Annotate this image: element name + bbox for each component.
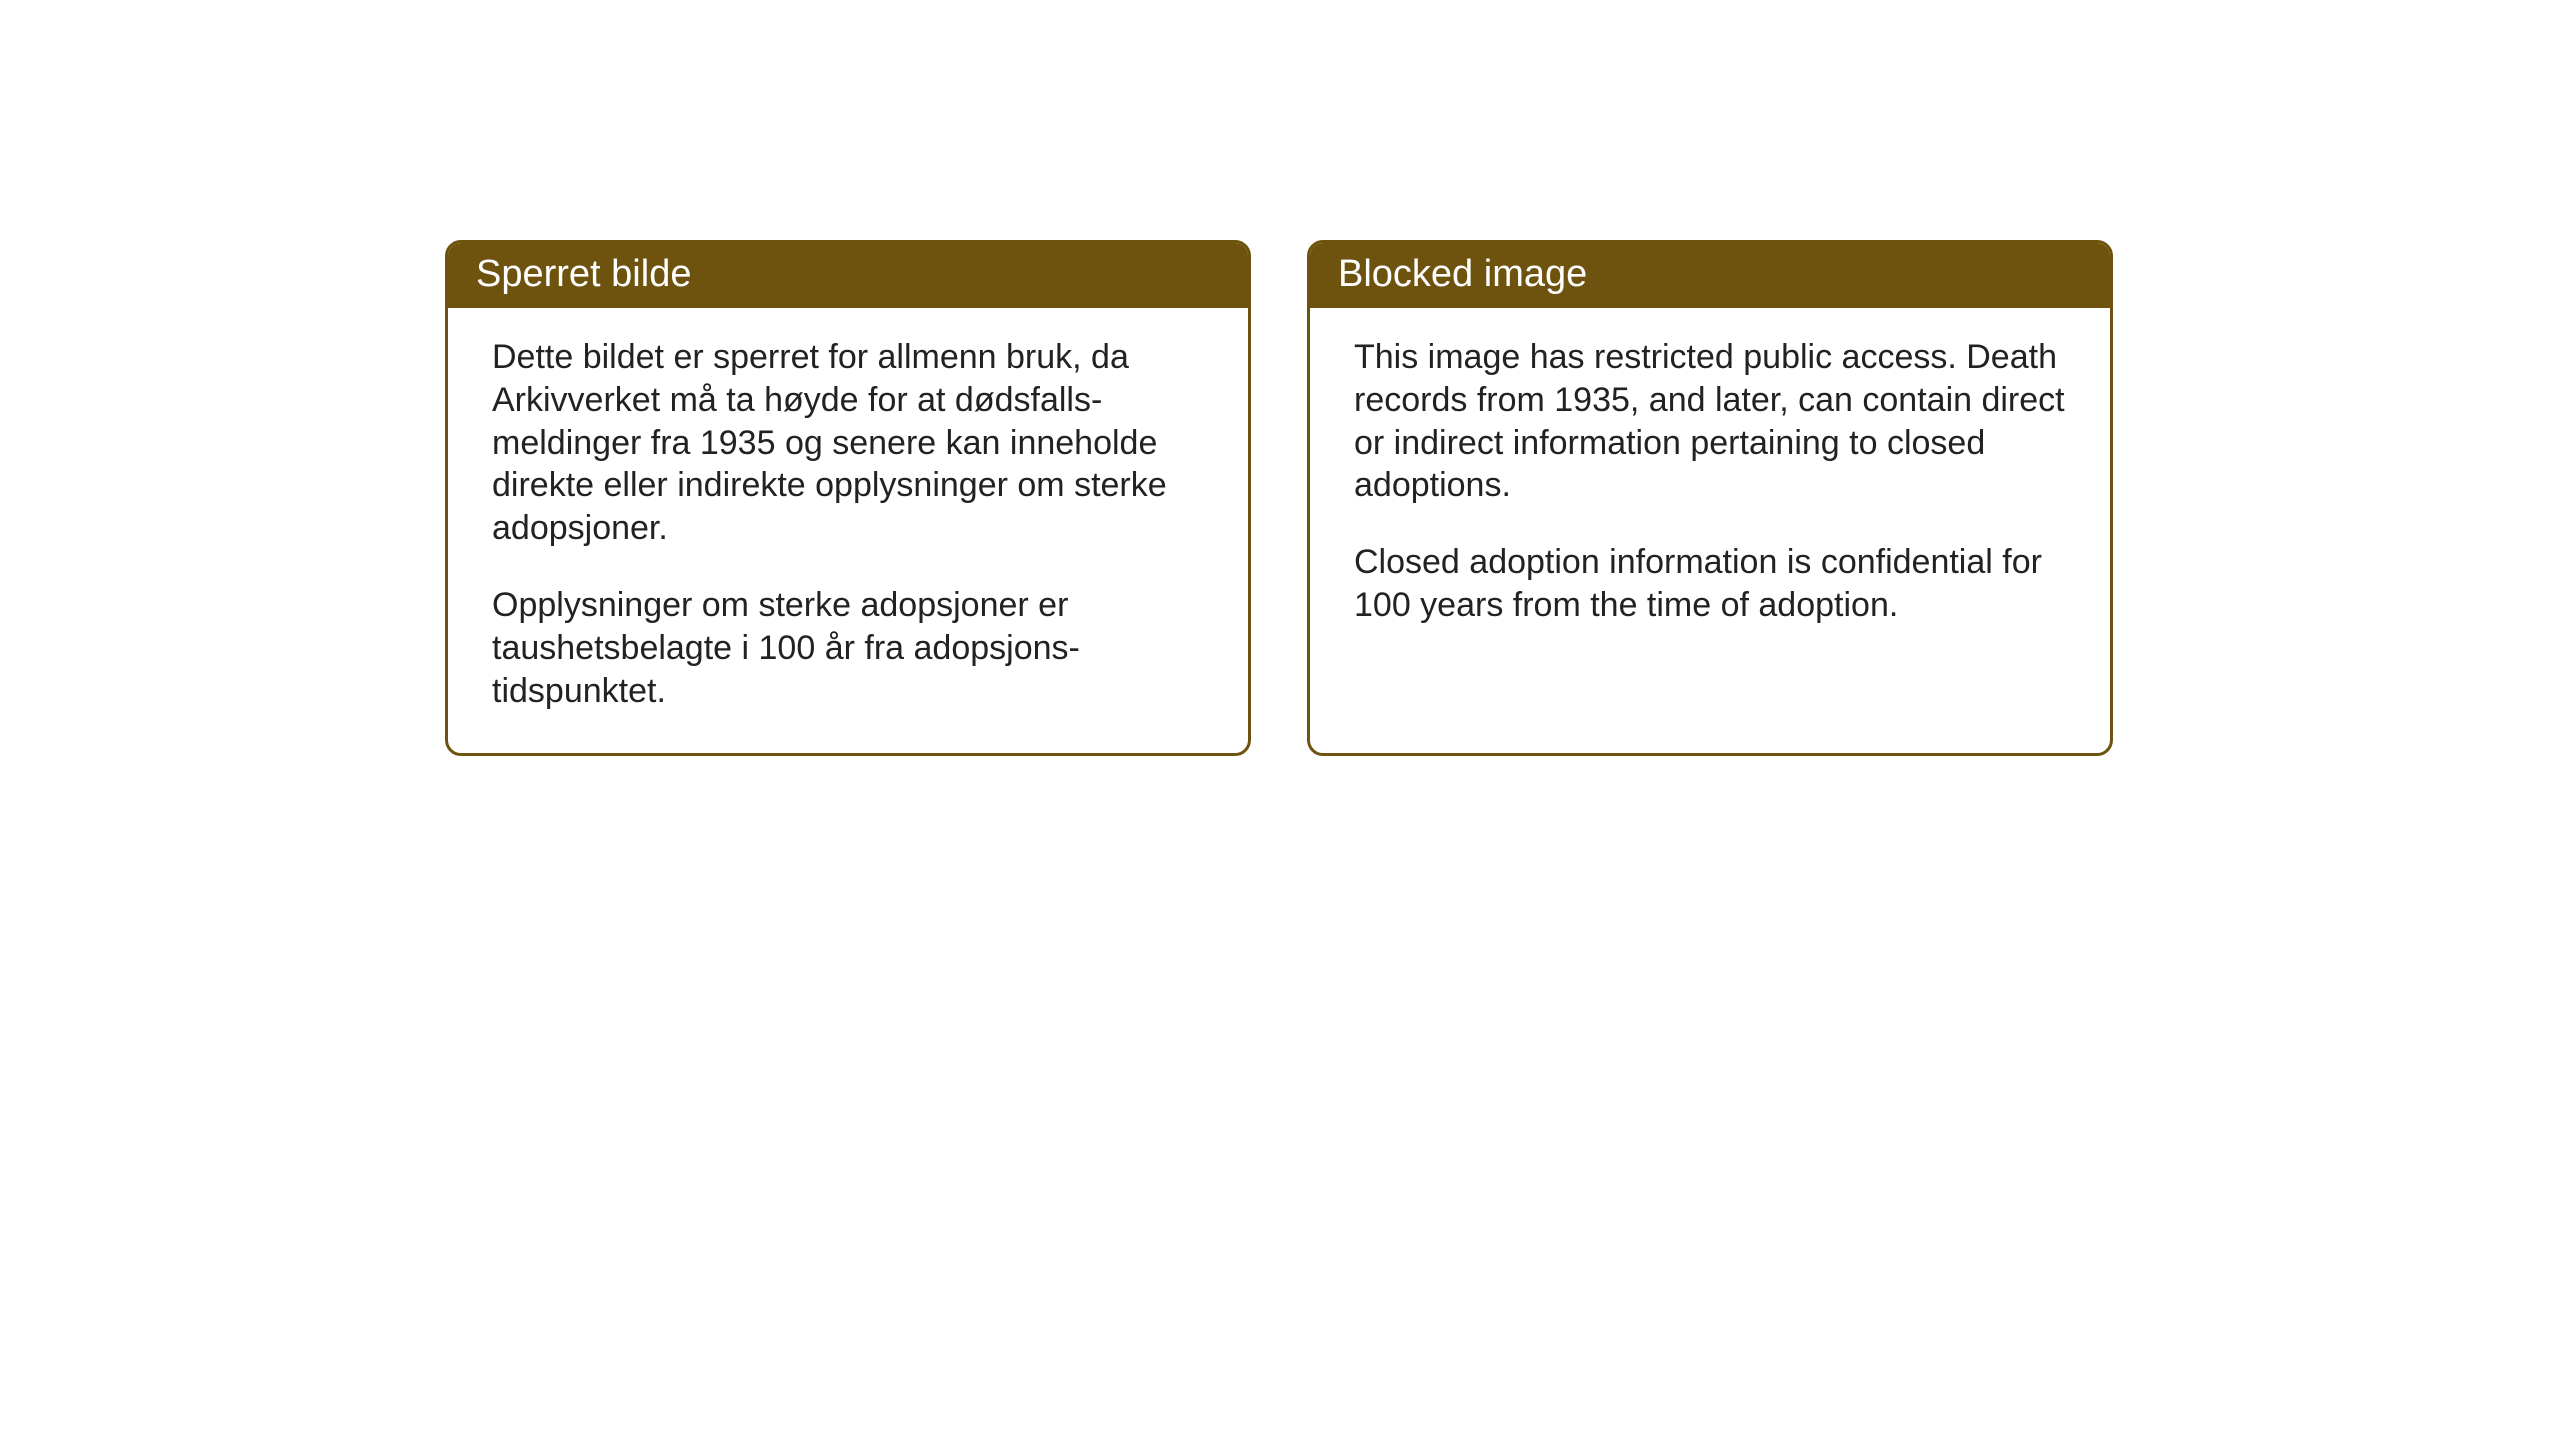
- notice-paragraph-2-english: Closed adoption information is confident…: [1354, 541, 2066, 627]
- notice-body-norwegian: Dette bildet er sperret for allmenn bruk…: [448, 308, 1248, 753]
- notice-body-english: This image has restricted public access.…: [1310, 308, 2110, 667]
- notice-card-english: Blocked image This image has restricted …: [1307, 240, 2113, 756]
- notice-paragraph-2-norwegian: Opplysninger om sterke adopsjoner er tau…: [492, 584, 1204, 712]
- notice-header-english: Blocked image: [1310, 243, 2110, 308]
- notice-card-norwegian: Sperret bilde Dette bildet er sperret fo…: [445, 240, 1251, 756]
- notice-container: Sperret bilde Dette bildet er sperret fo…: [445, 240, 2113, 756]
- notice-title-english: Blocked image: [1338, 253, 1587, 295]
- notice-header-norwegian: Sperret bilde: [448, 243, 1248, 308]
- notice-paragraph-1-english: This image has restricted public access.…: [1354, 336, 2066, 507]
- notice-paragraph-1-norwegian: Dette bildet er sperret for allmenn bruk…: [492, 336, 1204, 550]
- notice-title-norwegian: Sperret bilde: [476, 253, 691, 295]
